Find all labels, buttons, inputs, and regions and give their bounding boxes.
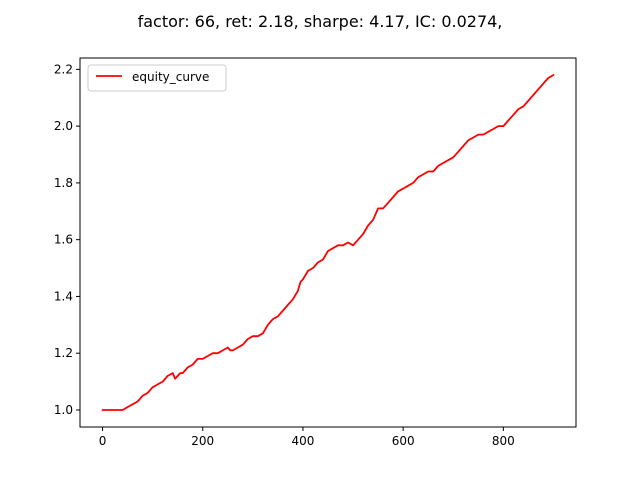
series-line-equity_curve [101, 74, 555, 411]
x-tick-label: 600 [392, 434, 415, 448]
x-tick-label: 800 [492, 434, 515, 448]
y-tick-label: 1.8 [54, 176, 73, 190]
legend-box [87, 64, 227, 92]
x-tick-label: 400 [291, 434, 314, 448]
axes-frame [79, 57, 577, 428]
x-tick-label: 0 [99, 434, 107, 448]
chart-title: factor: 66, ret: 2.18, sharpe: 4.17, IC:… [137, 12, 503, 31]
x-tick-label: 200 [191, 434, 214, 448]
y-tick-label: 1.6 [54, 233, 73, 247]
y-tick-label: 1.4 [54, 289, 73, 303]
legend: equity_curve [87, 64, 227, 92]
y-tick-label: 2.2 [54, 62, 73, 76]
y-tick-label: 1.2 [54, 346, 73, 360]
y-tick-label: 2.0 [54, 119, 73, 133]
legend-label-equity_curve: equity_curve [132, 70, 209, 84]
y-tick-label: 1.0 [54, 403, 73, 417]
axis-ticks: 0 200 400 600 800 1.0 1.2 1.4 1.6 1.8 2.0 2.2 [54, 62, 515, 448]
plot-area [101, 74, 555, 411]
